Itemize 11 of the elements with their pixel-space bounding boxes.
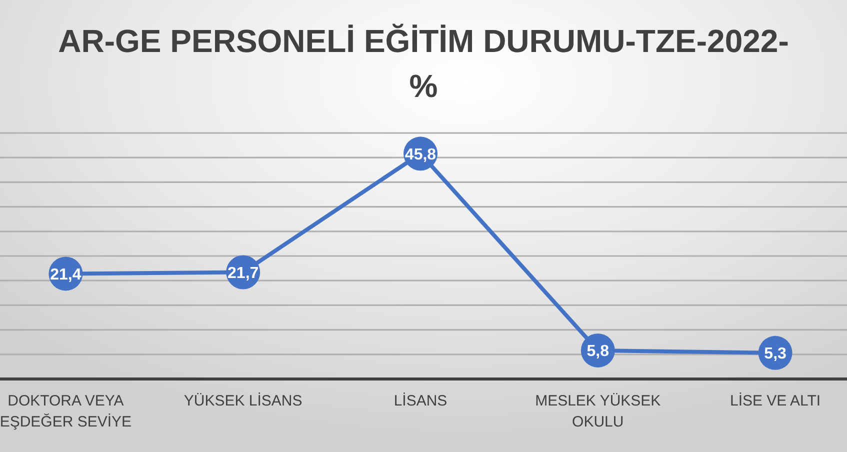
chart-title: AR-GE PERSONELİ EĞİTİM DURUMU-TZE-2022-%	[57, 22, 790, 106]
data-label: 45,8	[404, 146, 436, 164]
data-label: 5,3	[764, 346, 787, 363]
data-label: 5,8	[586, 343, 610, 360]
data-label: 21,4	[50, 266, 82, 284]
x-tick-label: MESLEK YÜKSEK OKULU	[535, 392, 661, 431]
x-tick-label: YÜKSEK LİSANS	[184, 392, 302, 410]
x-tick-label: LİSE VE ALTI	[730, 392, 821, 410]
data-label: 21,7	[228, 264, 259, 282]
x-tick-label: DOKTORA VEYA EŞDEĞER SEVİYE	[0, 392, 132, 431]
x-tick-label: LİSANS	[394, 392, 448, 410]
